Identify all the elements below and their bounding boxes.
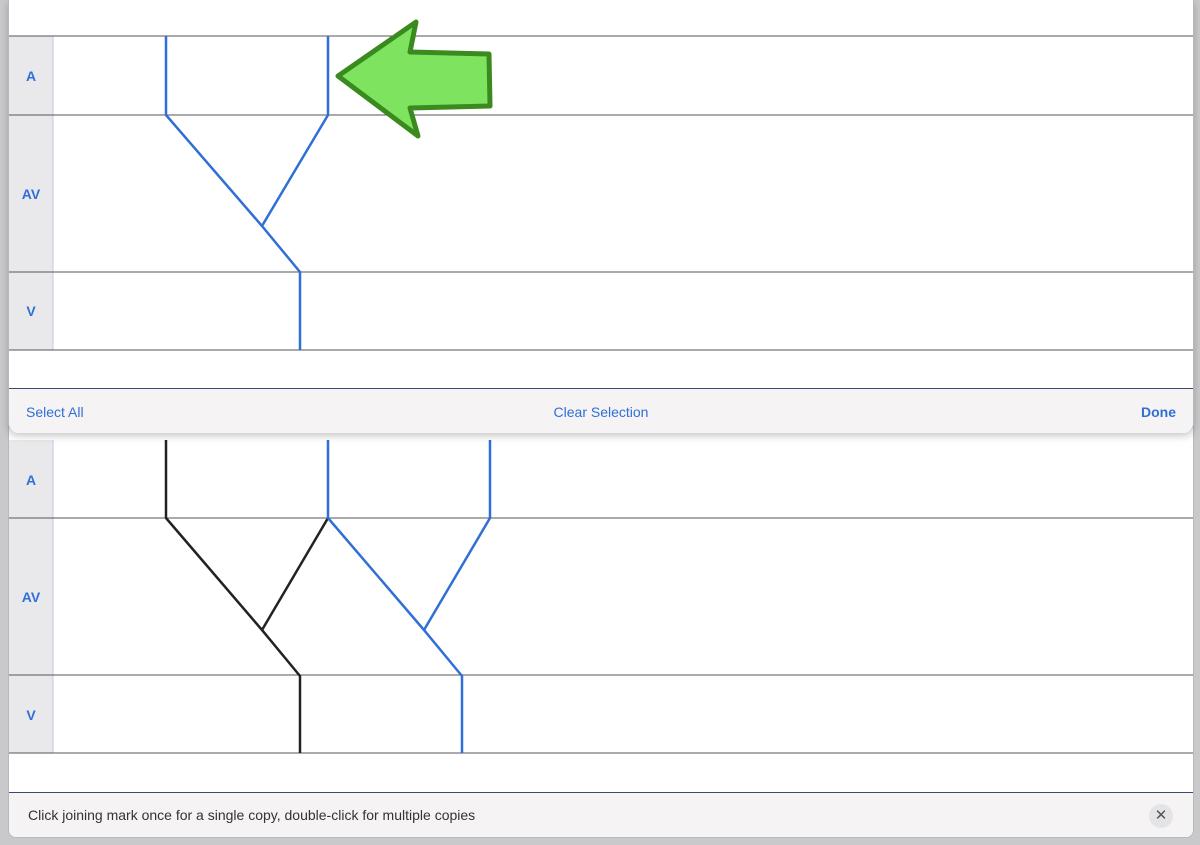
top-joining-canvas: A AV V xyxy=(9,35,1193,351)
selection-toolbar: Select All Clear Selection Done xyxy=(9,388,1193,433)
clear-selection-wrapper: Clear Selection xyxy=(9,404,1193,420)
bottom-joining-canvas: A AV V xyxy=(9,440,1193,754)
arrow-shape xyxy=(335,19,493,139)
done-button[interactable]: Done xyxy=(1141,404,1176,420)
hint-bar: Click joining mark once for a single cop… xyxy=(9,792,1193,837)
select-all-button[interactable]: Select All xyxy=(26,404,84,420)
top-row-label-v: V xyxy=(26,303,36,319)
clear-selection-button[interactable]: Clear Selection xyxy=(553,404,649,420)
joining-mark-existing[interactable] xyxy=(164,440,330,753)
left-arrow-icon xyxy=(335,19,493,139)
bottom-label-column xyxy=(9,440,53,753)
top-row-label-av: AV xyxy=(22,186,41,202)
bottom-row-label-v: V xyxy=(26,707,36,723)
bottom-row-label-a: A xyxy=(26,472,36,488)
hint-text: Click joining mark once for a single cop… xyxy=(28,807,476,823)
top-label-column xyxy=(9,36,53,350)
top-editor-popover: A AV V Select All Clear Selection Done xyxy=(8,0,1194,433)
joining-mark-copy[interactable] xyxy=(326,440,492,753)
bottom-row-label-av: AV xyxy=(22,589,41,605)
joining-mark-selected[interactable] xyxy=(164,36,330,350)
close-icon[interactable]: ✕ xyxy=(1149,804,1173,828)
top-row-label-a: A xyxy=(26,68,36,84)
